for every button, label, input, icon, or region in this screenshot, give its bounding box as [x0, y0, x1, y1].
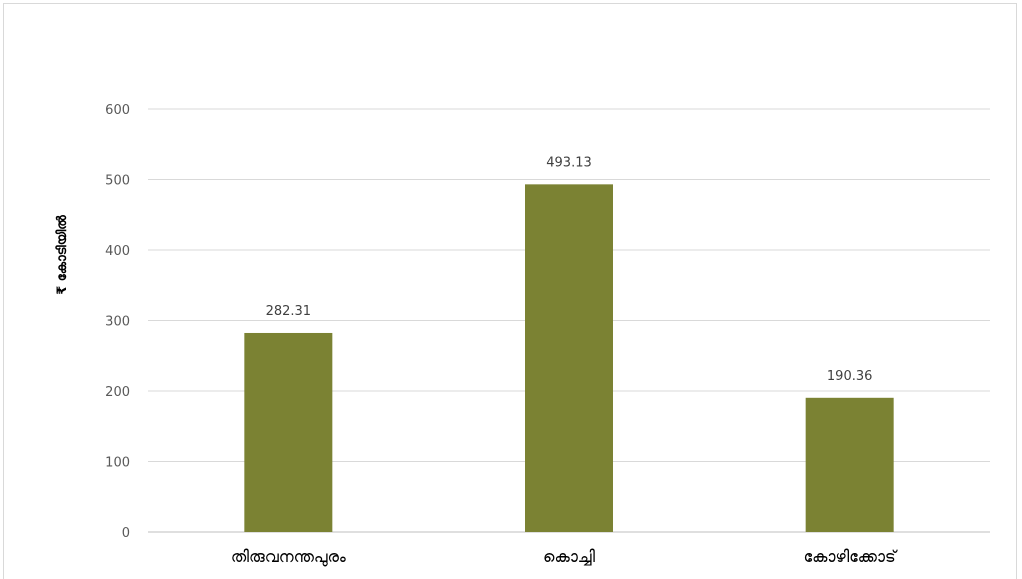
bar: [805, 397, 894, 532]
data-label: 493.13: [546, 155, 592, 170]
x-axis-categories: തിരുവനന്തപുരം കൊച്ചി കോഴിക്കോട്: [231, 547, 898, 567]
data-labels: 282.31 493.13 190.36: [266, 155, 873, 383]
y-tick-label: 300: [105, 315, 130, 330]
y-axis-ticks: 0 100 200 300 400 500 600: [105, 103, 130, 541]
bars: [244, 184, 894, 532]
category-label: കോഴിക്കോട്: [804, 547, 899, 566]
y-tick-label: 400: [105, 244, 130, 259]
y-tick-label: 200: [105, 385, 130, 400]
y-tick-label: 0: [122, 526, 130, 541]
y-tick-label: 600: [105, 103, 130, 118]
data-label: 282.31: [266, 304, 312, 319]
data-label: 190.36: [827, 369, 873, 384]
bar: [525, 184, 613, 532]
y-tick-label: 100: [105, 456, 130, 471]
y-axis-title: ₹ കോടിയിൽ: [54, 215, 70, 295]
y-tick-label: 500: [105, 174, 130, 189]
category-label: തിരുവനന്തപുരം: [231, 547, 346, 567]
category-label: കൊച്ചി: [543, 547, 595, 566]
bar: [244, 332, 333, 532]
